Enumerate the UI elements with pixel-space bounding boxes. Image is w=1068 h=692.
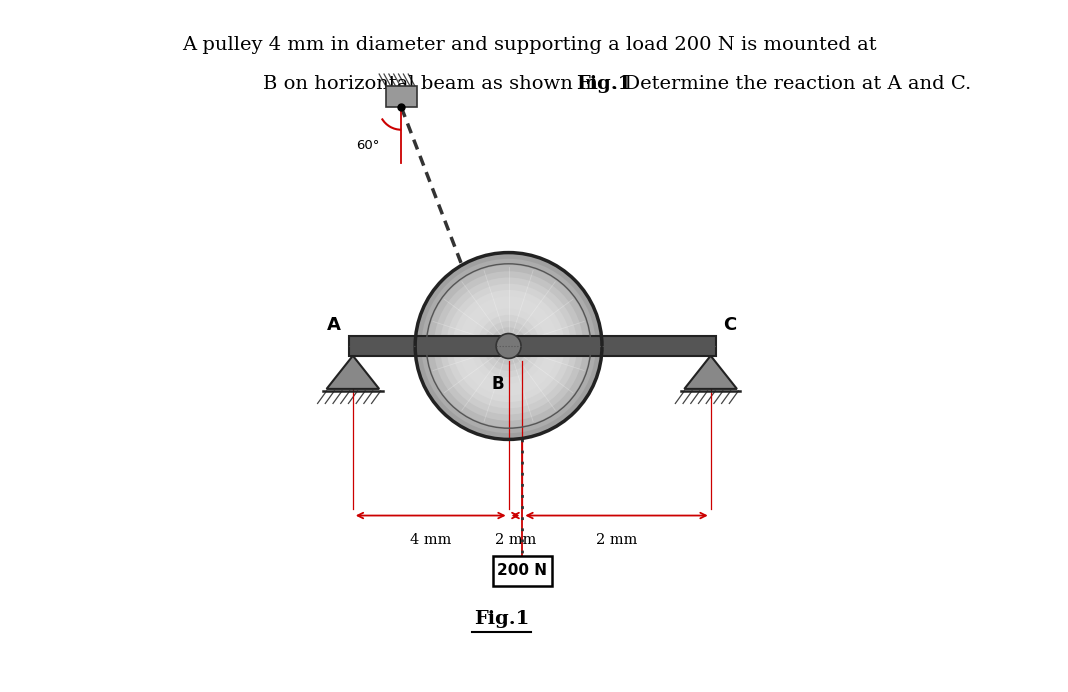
Circle shape bbox=[434, 271, 583, 421]
Circle shape bbox=[477, 315, 539, 377]
Text: B on horizontal beam as shown in: B on horizontal beam as shown in bbox=[263, 75, 604, 93]
Circle shape bbox=[497, 334, 521, 358]
Circle shape bbox=[427, 265, 590, 427]
Text: 2 mm: 2 mm bbox=[596, 533, 638, 547]
Bar bbox=[349, 336, 717, 356]
Text: Fig.1: Fig.1 bbox=[474, 610, 530, 628]
Circle shape bbox=[484, 321, 534, 371]
Text: A pulley 4 mm in diameter and supporting a load 200 N is mounted at: A pulley 4 mm in diameter and supporting… bbox=[182, 36, 877, 54]
Circle shape bbox=[471, 309, 546, 383]
Text: Fig.1: Fig.1 bbox=[576, 75, 631, 93]
Circle shape bbox=[490, 327, 528, 365]
Circle shape bbox=[415, 253, 602, 439]
Circle shape bbox=[459, 296, 559, 396]
Text: 4 mm: 4 mm bbox=[410, 533, 452, 547]
Circle shape bbox=[446, 284, 571, 408]
Circle shape bbox=[440, 277, 577, 415]
Text: B: B bbox=[492, 375, 504, 393]
Circle shape bbox=[502, 340, 515, 352]
Text: 60°: 60° bbox=[357, 139, 380, 152]
Polygon shape bbox=[685, 356, 737, 389]
Bar bbox=[387, 86, 417, 107]
Text: . Determine the reaction at A and C.: . Determine the reaction at A and C. bbox=[612, 75, 972, 93]
Polygon shape bbox=[327, 356, 379, 389]
Text: 200 N: 200 N bbox=[498, 563, 548, 579]
Text: 2 mm: 2 mm bbox=[494, 533, 536, 547]
Text: A: A bbox=[327, 316, 341, 334]
Circle shape bbox=[422, 259, 596, 433]
Circle shape bbox=[465, 302, 552, 390]
FancyBboxPatch shape bbox=[492, 556, 552, 586]
Circle shape bbox=[453, 290, 565, 402]
Circle shape bbox=[497, 334, 521, 358]
Text: C: C bbox=[723, 316, 737, 334]
